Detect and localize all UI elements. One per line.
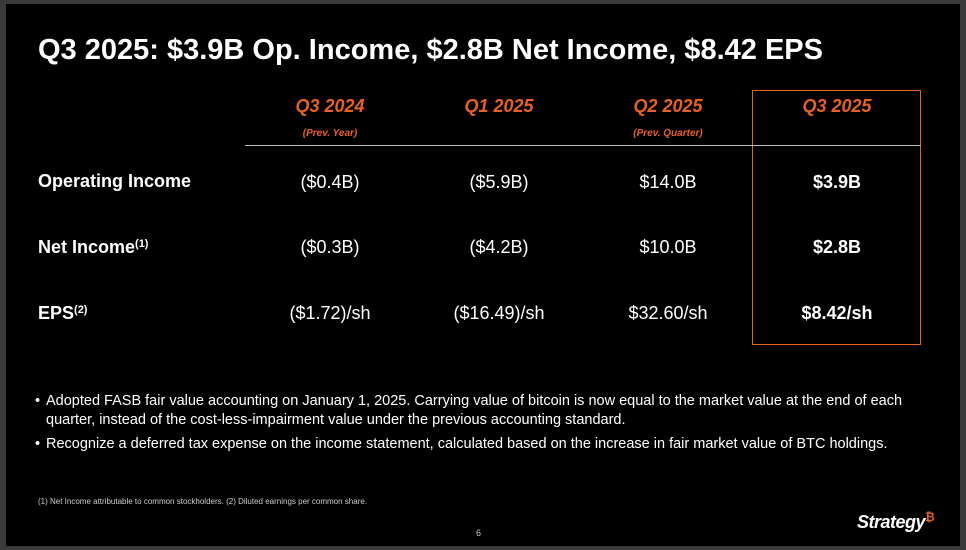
bullet-marker: • [35, 393, 41, 409]
current-quarter-highlight-box [752, 90, 921, 345]
cell-net-income-q1-2025: ($4.2B) [469, 237, 529, 257]
cell-operating-income-q2-2025: $14.0B [639, 172, 697, 192]
cell-net-income-q2-2025: $10.0B [639, 237, 697, 257]
cell-eps-q3-2024: ($1.72)/sh [289, 303, 371, 323]
row-label-operating-income: Operating Income [38, 171, 192, 191]
bullet-marker: • [35, 436, 41, 452]
cell-operating-income-q3-2024: ($0.4B) [300, 172, 360, 192]
page-number: 6 [476, 528, 482, 538]
strategy-logo: Strategy₿ [857, 510, 935, 532]
cell-eps-q1-2025: ($16.49)/sh [453, 303, 545, 323]
footnote: (1) Net Income attributable to common st… [38, 497, 368, 506]
footnote-ref-2: (2) [74, 304, 88, 316]
row-label-eps: EPS(2) [38, 303, 88, 323]
slide: Q3 2025: $3.9B Op. Income, $2.8B Net Inc… [6, 4, 960, 546]
footnote-ref-1: (1) [135, 238, 149, 250]
cell-eps-q3-2025: $8.42/sh [801, 303, 873, 323]
header-divider [245, 145, 921, 146]
cell-operating-income-q1-2025: ($5.9B) [469, 172, 529, 192]
column-header-q3-2025: Q3 2025 [802, 96, 872, 116]
notes-bullet-list: • Adopted FASB fair value accounting on J… [35, 392, 945, 459]
bullet-item: • Recognize a deferred tax expense on the… [35, 436, 888, 452]
column-subheader-prev-quarter: (Prev. Quarter) [633, 128, 703, 139]
row-label-net-income: Net Income(1) [38, 237, 149, 257]
cell-net-income-q3-2025: $2.8B [812, 237, 862, 257]
cell-operating-income-q3-2025: $3.9B [812, 172, 862, 192]
bitcoin-icon: ₿ [925, 510, 935, 524]
slide-title: Q3 2025: $3.9B Op. Income, $2.8B Net Inc… [38, 34, 823, 66]
column-header-q2-2025: Q2 2025 [633, 96, 703, 116]
bullet-item: • Adopted FASB fair value accounting on J… [35, 393, 903, 428]
column-header-q3-2024: Q3 2024 [295, 96, 365, 116]
cell-net-income-q3-2024: ($0.3B) [300, 237, 360, 257]
cell-eps-q2-2025: $32.60/sh [628, 303, 708, 323]
column-header-q1-2025: Q1 2025 [464, 96, 534, 116]
column-subheader-prev-year: (Prev. Year) [302, 128, 358, 139]
